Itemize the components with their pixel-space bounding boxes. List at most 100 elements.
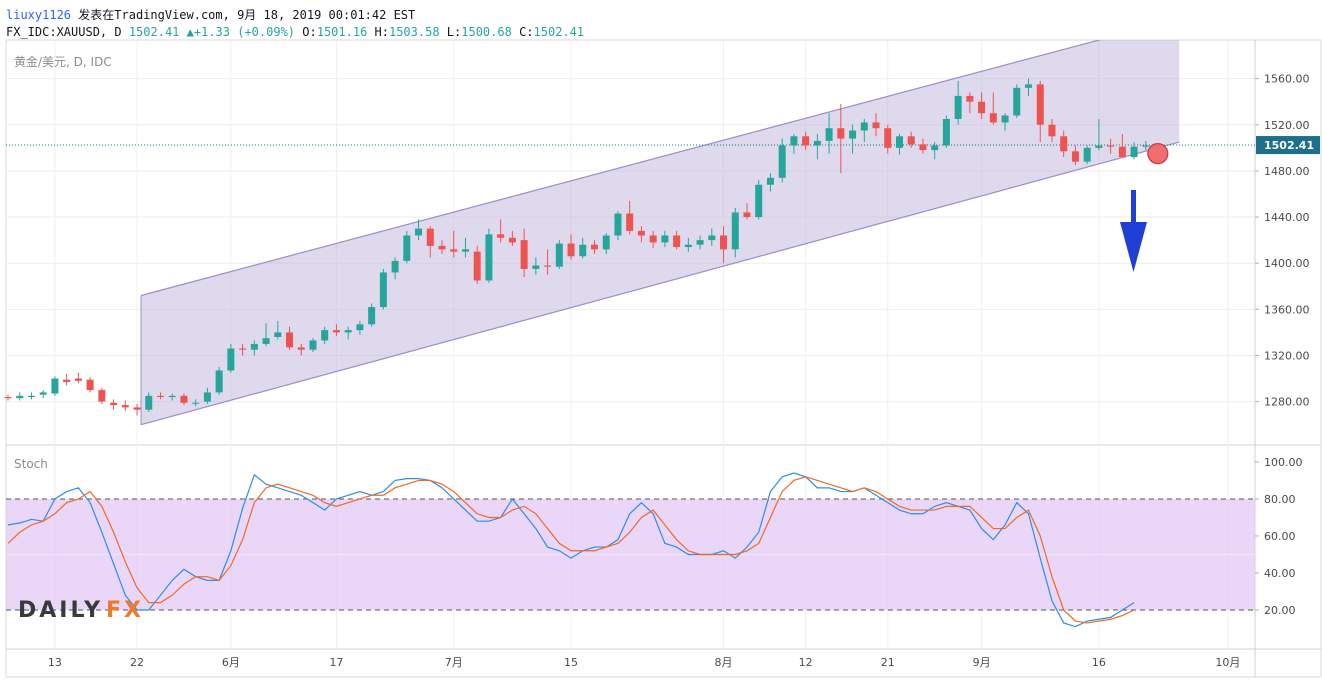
candle [473, 245, 481, 284]
candle-body [368, 307, 376, 325]
candle [250, 340, 258, 356]
candle-body [872, 122, 880, 129]
candle [461, 237, 469, 258]
candle-body [508, 237, 516, 243]
candle-body [63, 379, 71, 383]
time-tick-label: 15 [564, 656, 578, 669]
candle-body [802, 136, 810, 146]
candle-body [250, 343, 258, 350]
stoch-tick-label: 60.00 [1264, 530, 1296, 543]
candle-body [602, 235, 610, 250]
candle-body [262, 338, 270, 344]
candle-body [1060, 136, 1068, 152]
candle [180, 393, 188, 406]
candle [16, 392, 24, 401]
candle-body [743, 212, 751, 218]
author-name[interactable]: liuxy1126 [6, 8, 72, 22]
candle-body [1001, 115, 1009, 123]
candle-body [1036, 84, 1044, 125]
candle [567, 234, 575, 260]
channel-lower-line [140, 141, 1180, 426]
candle-body [1025, 84, 1033, 88]
last-price-badge [1256, 136, 1320, 155]
candle [239, 343, 247, 356]
time-tick-label: 13 [48, 656, 62, 669]
candle [1130, 142, 1138, 160]
chart-frame [5, 39, 1322, 678]
candle-body [98, 390, 106, 402]
time-tick-label: 6月 [222, 656, 240, 669]
candle-body [286, 332, 294, 348]
candle [731, 207, 739, 258]
candle-body [51, 378, 59, 394]
candle-body [684, 244, 692, 248]
candle-body [1130, 146, 1138, 158]
time-tick-label: 17 [329, 656, 343, 669]
candle-body [332, 330, 340, 333]
channel-upper-line [140, 40, 1102, 297]
candle [508, 230, 516, 246]
candle-body [931, 145, 939, 151]
candle [684, 237, 692, 252]
candle-body [637, 230, 645, 236]
candle-layer [4, 78, 1169, 416]
candle-body [661, 235, 669, 243]
candle [849, 124, 857, 154]
candle [766, 173, 774, 192]
candle-body [309, 340, 317, 350]
candle [778, 138, 786, 183]
last-price-badge-label: 1502.41 [1264, 139, 1314, 152]
candle [1048, 118, 1056, 143]
candle [954, 80, 962, 125]
candle [720, 226, 728, 264]
candle-body [203, 392, 211, 402]
candle [907, 131, 915, 148]
main-pane-title: 黄金/美元, D, IDC [14, 54, 112, 69]
candle [39, 390, 47, 399]
candle [203, 387, 211, 404]
candle [450, 230, 458, 258]
channel-layer [6, 40, 1255, 426]
candle [520, 228, 528, 278]
candle-body [544, 265, 552, 267]
candle-body [954, 95, 962, 119]
candle-body [321, 330, 329, 341]
candle [415, 219, 423, 241]
candle-body [461, 249, 469, 252]
open-value: 1501.16 [316, 25, 368, 39]
last-price: 1502.41 [128, 25, 180, 39]
candle-body [708, 235, 716, 241]
candle-body [567, 243, 575, 257]
price-tick-label: 1360.00 [1264, 303, 1310, 316]
candle [121, 400, 129, 411]
candle [110, 399, 118, 410]
candle-body [403, 235, 411, 261]
price-tick-label: 1480.00 [1264, 165, 1310, 178]
candle-body [379, 272, 387, 308]
candle-body [790, 136, 798, 146]
candle [27, 392, 35, 400]
candle-body [356, 324, 364, 331]
candle [485, 228, 493, 283]
time-tick-label: 8月 [715, 656, 733, 669]
price-change: +1.33 (+0.09%) [193, 25, 296, 39]
publish-info: 发表在TradingView.com, 9月 18, 2019 00:01:42… [78, 8, 416, 22]
candle [379, 268, 387, 310]
candle-body [614, 213, 622, 236]
price-tick-label: 1320.00 [1264, 349, 1310, 362]
candle [802, 131, 810, 151]
dailyfx-logo: DAILY FX [18, 598, 141, 623]
candle [344, 326, 352, 340]
candle-body [415, 228, 423, 236]
candle [1013, 84, 1021, 118]
candle [168, 393, 176, 401]
candle-body [121, 405, 129, 408]
candle-body [86, 379, 94, 391]
candle-body [849, 130, 857, 139]
candle [356, 320, 364, 335]
time-tick-label: 9月 [973, 656, 991, 669]
candle-body [766, 177, 774, 185]
candle [297, 343, 305, 356]
